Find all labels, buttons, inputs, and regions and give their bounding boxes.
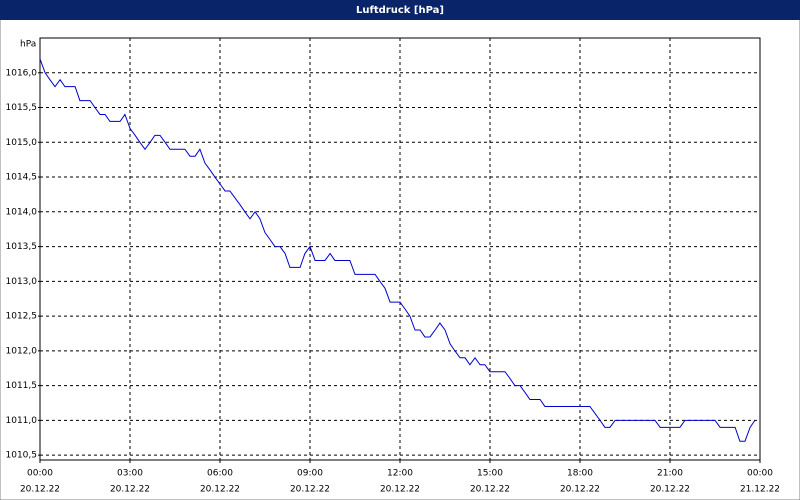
x-tick-label: 15:00 xyxy=(477,469,503,479)
x-tick-date: 21.12.22 xyxy=(740,485,780,495)
y-tick-label: 1013,0 xyxy=(6,277,38,287)
x-tick-date: 20.12.22 xyxy=(650,485,690,495)
y-tick-label: 1011,0 xyxy=(6,416,38,426)
data-line xyxy=(39,58,756,442)
x-tick-date: 20.12.22 xyxy=(560,485,600,495)
y-unit: hPa xyxy=(20,40,36,50)
y-tick-label: 1016,0 xyxy=(6,68,38,78)
x-tick-date: 20.12.22 xyxy=(290,485,330,495)
chart-title: Luftdruck [hPa] xyxy=(356,5,444,16)
plot-frame xyxy=(39,37,761,461)
x-tick-label: 18:00 xyxy=(567,469,593,479)
y-tick-label: 1014,5 xyxy=(6,173,38,183)
x-tick-date: 20.12.22 xyxy=(110,485,150,495)
x-tick-date: 20.12.22 xyxy=(200,485,240,495)
y-tick-label: 1013,5 xyxy=(6,242,38,252)
y-tick-label: 1014,0 xyxy=(6,207,38,217)
x-tick-label: 09:00 xyxy=(297,469,323,479)
y-tick-label: 1011,5 xyxy=(6,381,38,391)
y-tick-label: 1015,5 xyxy=(6,103,38,113)
x-tick-label: 00:00 xyxy=(27,469,53,479)
y-tick-label: 1012,0 xyxy=(6,346,38,356)
x-tick-label: 03:00 xyxy=(117,469,143,479)
y-tick-label: 1010,5 xyxy=(6,451,38,461)
x-tick-label: 12:00 xyxy=(387,469,413,479)
x-tick-date: 20.12.22 xyxy=(380,485,420,495)
x-tick-label: 00:00 xyxy=(747,469,773,479)
title-bar xyxy=(0,0,800,20)
x-tick-date: 20.12.22 xyxy=(20,485,60,495)
y-tick-label: 1012,5 xyxy=(6,312,38,322)
y-tick-label: 1015,0 xyxy=(6,138,38,148)
x-tick-label: 21:00 xyxy=(657,469,683,479)
x-tick-date: 20.12.22 xyxy=(470,485,510,495)
x-tick-label: 06:00 xyxy=(207,469,233,479)
